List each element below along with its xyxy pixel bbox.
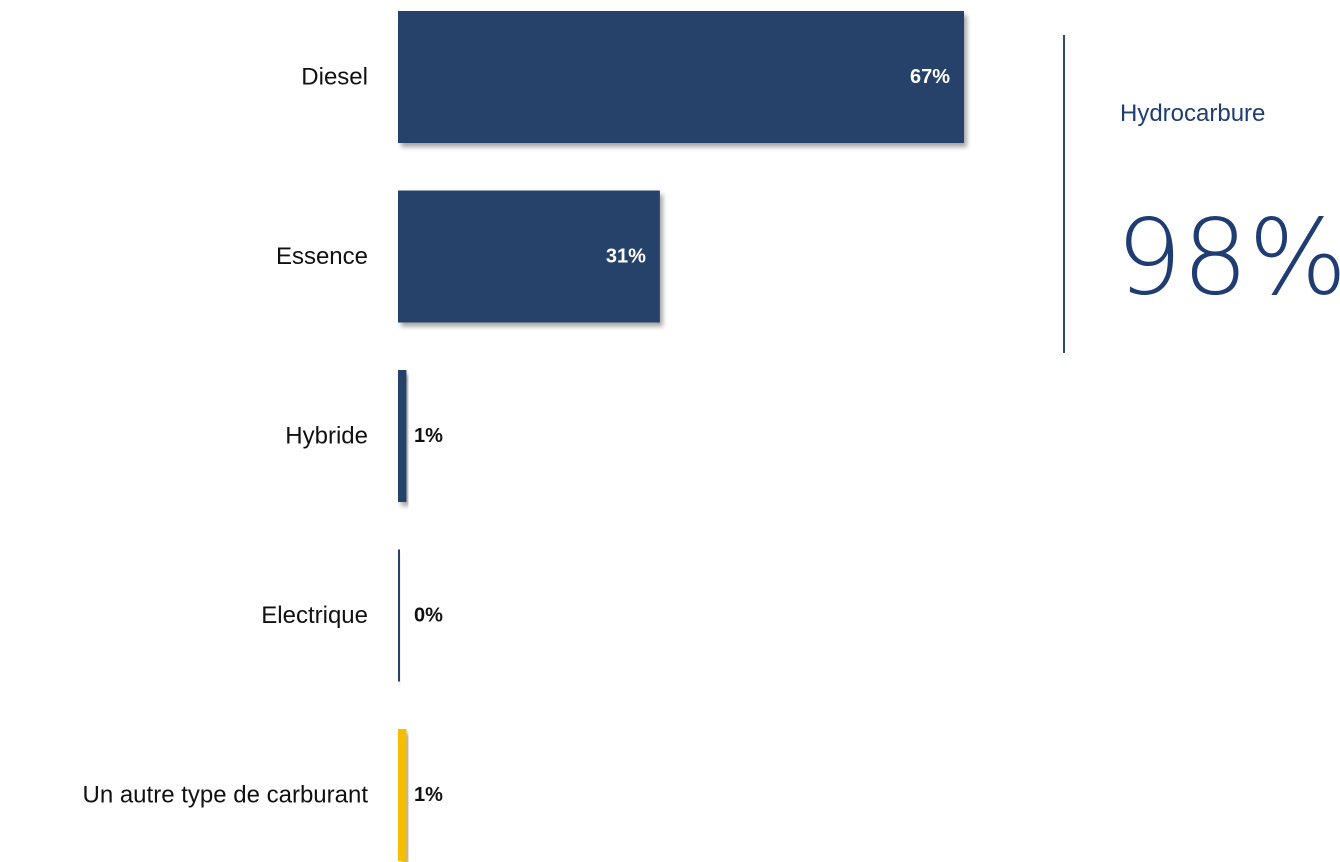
- bar: [398, 190, 660, 323]
- bar-chart: Diesel 67% Essence 31% Hybride 1% Electrique 0%…: [82, 11, 964, 861]
- value-label: 31%: [606, 246, 646, 268]
- category-label: Electrique: [261, 602, 368, 629]
- kpi-value: 98%: [1116, 196, 1340, 319]
- kpi-divider: [1063, 35, 1065, 353]
- kpi-title: Hydrocarbure: [1120, 100, 1266, 127]
- category-label: Un autre type de carburant: [82, 782, 368, 809]
- value-label: 67%: [910, 66, 950, 88]
- value-label: 1%: [414, 784, 443, 806]
- value-label: 1%: [414, 425, 443, 447]
- category-label: Diesel: [301, 64, 368, 91]
- bar: [398, 11, 964, 143]
- category-label: Essence: [276, 243, 368, 270]
- bar: [398, 549, 400, 682]
- value-label: 0%: [414, 605, 443, 627]
- bar: [398, 370, 407, 502]
- bar: [398, 729, 407, 861]
- category-label: Hybride: [285, 423, 368, 450]
